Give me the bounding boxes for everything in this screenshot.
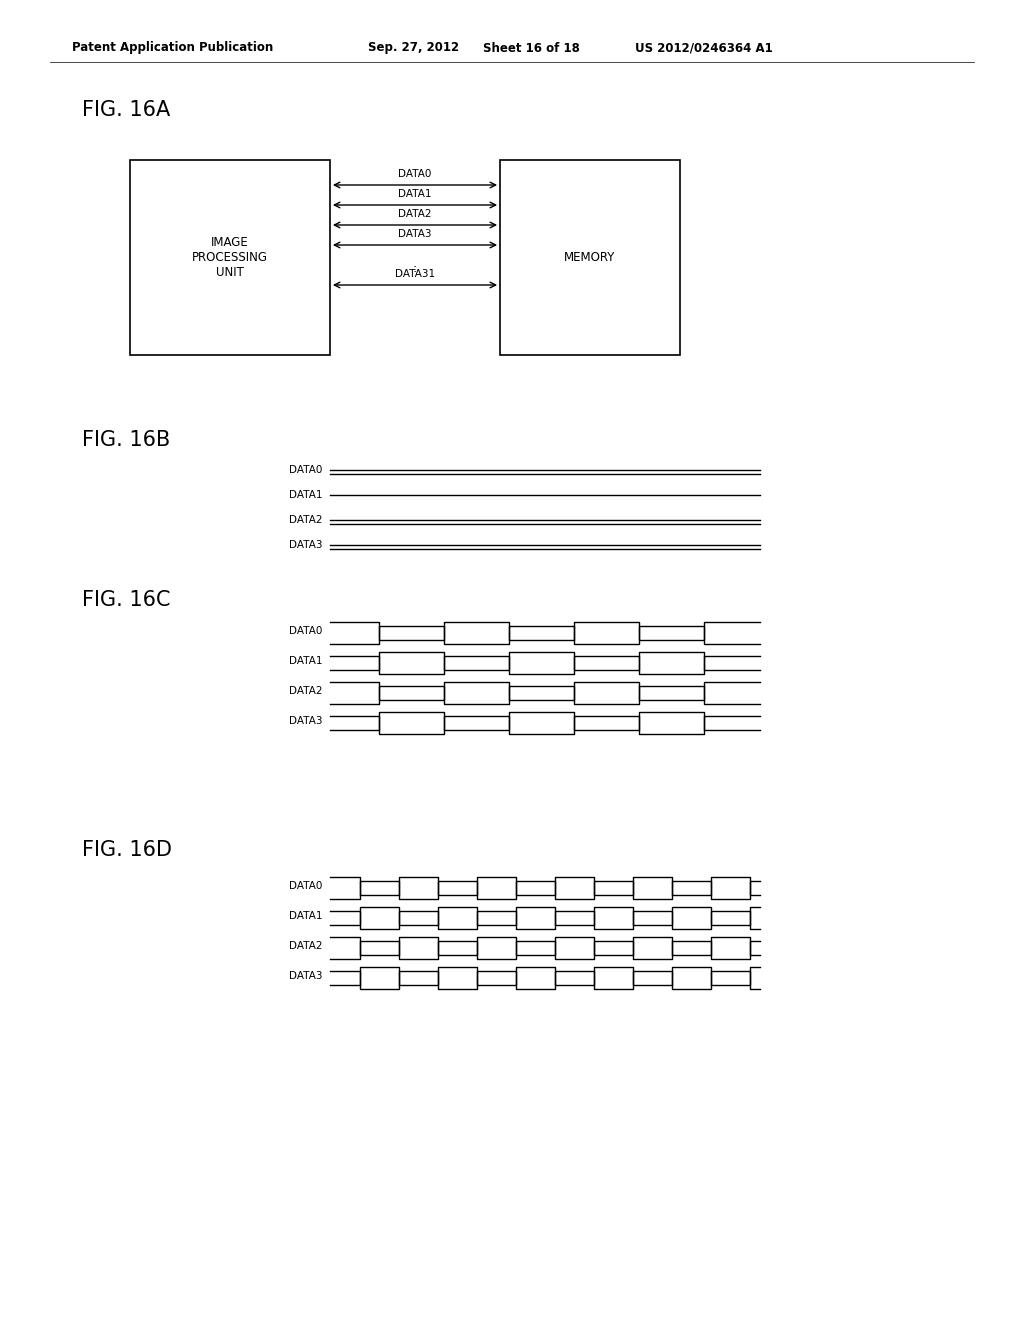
Text: DATA1: DATA1 [289, 490, 322, 500]
Text: DATA3: DATA3 [289, 715, 322, 726]
Text: DATA1: DATA1 [289, 656, 322, 667]
Text: DATA31: DATA31 [395, 269, 435, 279]
Text: DATA2: DATA2 [289, 686, 322, 696]
Text: DATA1: DATA1 [398, 189, 432, 199]
Text: DATA3: DATA3 [289, 972, 322, 981]
Text: US 2012/0246364 A1: US 2012/0246364 A1 [635, 41, 773, 54]
Text: DATA0: DATA0 [398, 169, 432, 180]
Text: DATA1: DATA1 [289, 911, 322, 921]
Text: IMAGE
PROCESSING
UNIT: IMAGE PROCESSING UNIT [193, 236, 268, 279]
Text: DATA0: DATA0 [289, 465, 322, 475]
Text: Sep. 27, 2012: Sep. 27, 2012 [368, 41, 459, 54]
Text: DATA0: DATA0 [289, 626, 322, 636]
Text: :: : [413, 261, 417, 275]
Text: Patent Application Publication: Patent Application Publication [72, 41, 273, 54]
Text: Sheet 16 of 18: Sheet 16 of 18 [483, 41, 580, 54]
Text: MEMORY: MEMORY [564, 251, 615, 264]
Text: FIG. 16B: FIG. 16B [82, 430, 170, 450]
Text: DATA3: DATA3 [398, 228, 432, 239]
Bar [130, 160, 330, 355]
Text: FIG. 16A: FIG. 16A [82, 100, 170, 120]
Text: DATA3: DATA3 [289, 540, 322, 550]
Text: DATA2: DATA2 [398, 209, 432, 219]
Bar [500, 160, 680, 355]
Text: DATA0: DATA0 [289, 880, 322, 891]
Text: FIG. 16D: FIG. 16D [82, 840, 172, 861]
Text: DATA2: DATA2 [289, 515, 322, 525]
Text: DATA2: DATA2 [289, 941, 322, 950]
Text: FIG. 16C: FIG. 16C [82, 590, 171, 610]
